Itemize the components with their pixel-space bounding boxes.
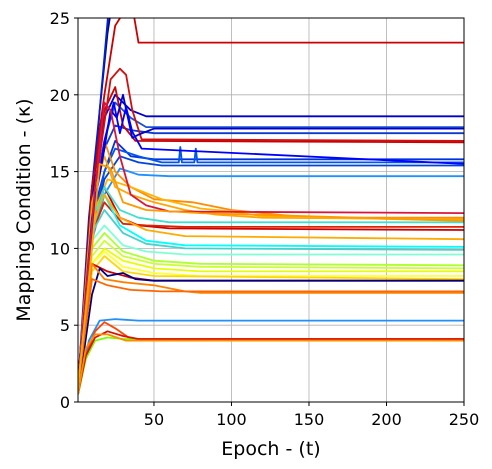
y-tick-label: 5 bbox=[60, 316, 70, 335]
x-tick-label: 50 bbox=[144, 410, 164, 429]
y-tick-label: 10 bbox=[50, 239, 70, 258]
series-line-40 bbox=[78, 193, 464, 387]
series-line-31 bbox=[78, 318, 464, 395]
x-tick-label: 150 bbox=[294, 410, 325, 429]
series-line-29 bbox=[78, 262, 464, 387]
axis-ticks: 50 100 150 200 250 0 5 10 15 20 25 bbox=[50, 9, 480, 429]
series-line-34 bbox=[78, 330, 464, 395]
series-line-28 bbox=[78, 267, 464, 395]
y-tick-label: 15 bbox=[50, 163, 70, 182]
y-tick-label: 0 bbox=[60, 393, 70, 412]
x-tick-label: 100 bbox=[216, 410, 247, 429]
series-line-7 bbox=[78, 86, 464, 387]
series-layer bbox=[78, 18, 464, 395]
series-line-10 bbox=[78, 146, 464, 387]
y-tick-label: 20 bbox=[50, 86, 70, 105]
x-tick-label: 200 bbox=[371, 410, 402, 429]
y-tick-label: 25 bbox=[50, 9, 70, 28]
plot-background bbox=[78, 18, 464, 402]
series-line-38 bbox=[78, 101, 464, 387]
series-line-30 bbox=[78, 278, 464, 387]
x-tick-label: 250 bbox=[449, 410, 480, 429]
x-axis-title: Epoch - (t) bbox=[221, 438, 320, 460]
y-axis-title: Mapping Condition - (κ) bbox=[13, 98, 35, 321]
series-line-35 bbox=[78, 333, 464, 395]
plot-frame bbox=[77, 17, 465, 403]
